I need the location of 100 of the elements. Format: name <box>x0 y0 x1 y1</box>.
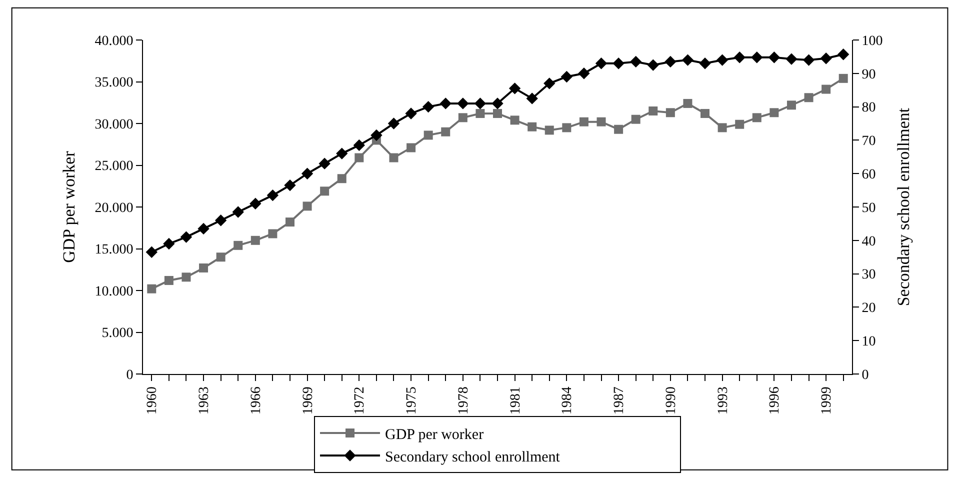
point <box>182 272 191 282</box>
point <box>596 117 606 126</box>
point <box>804 93 814 102</box>
point <box>528 122 537 132</box>
point <box>302 202 312 211</box>
point <box>492 98 504 110</box>
point <box>578 68 590 80</box>
point <box>147 284 156 294</box>
point <box>320 186 330 196</box>
x-tick-label: 1984 <box>560 386 576 415</box>
point <box>493 108 502 118</box>
point <box>595 58 608 70</box>
point <box>786 100 796 110</box>
point <box>163 238 175 250</box>
x-tick-label: 1993 <box>716 386 731 415</box>
point <box>562 123 572 132</box>
y2-tick-label: 0 <box>862 368 869 383</box>
point <box>802 54 815 66</box>
point <box>458 113 468 122</box>
x-tick-label: 1996 <box>768 386 783 415</box>
point <box>820 52 832 64</box>
point <box>354 153 364 162</box>
point <box>216 252 226 262</box>
x-tick-label: 1999 <box>820 386 835 415</box>
point <box>614 124 624 134</box>
point <box>752 113 762 122</box>
point <box>234 240 243 250</box>
point <box>647 59 659 71</box>
y2-tick-label: 50 <box>862 200 876 216</box>
point <box>441 127 450 136</box>
point <box>301 168 314 180</box>
point <box>630 56 642 68</box>
x-tick-label: 1966 <box>248 386 264 415</box>
point <box>232 206 244 218</box>
point <box>198 222 210 235</box>
point <box>786 53 798 65</box>
point <box>508 82 521 94</box>
legend-label: Secondary school enrollment <box>385 449 561 466</box>
point <box>560 70 573 83</box>
point <box>389 153 398 162</box>
point <box>353 139 366 152</box>
point <box>770 108 779 118</box>
y2-tick-label: 100 <box>862 34 883 49</box>
point <box>666 108 675 118</box>
point <box>664 56 676 68</box>
point <box>440 98 452 110</box>
x-tick-label: 1975 <box>404 386 420 415</box>
point <box>424 130 433 140</box>
y-tick-label: 0 <box>126 368 134 383</box>
point <box>457 98 469 110</box>
point <box>716 54 728 66</box>
point <box>405 108 417 120</box>
legend-label: GDP per worker <box>385 426 484 443</box>
x-tick-label: 1990 <box>664 386 679 415</box>
y-tick-label: 5.000 <box>102 326 134 342</box>
point <box>180 231 192 243</box>
y2-tick-label: 90 <box>862 67 876 82</box>
point <box>146 246 158 258</box>
y2-axis-title: Secondary school enrollment <box>894 108 914 306</box>
point <box>683 98 692 108</box>
point <box>250 236 260 245</box>
x-tick-label: 1981 <box>508 386 524 415</box>
point <box>422 100 434 113</box>
point <box>718 123 727 132</box>
y-axis-title: GDP per worker <box>59 150 78 263</box>
y2-tick-label: 40 <box>862 234 876 250</box>
point <box>526 92 538 104</box>
point <box>648 106 658 116</box>
x-tick-label: 1963 <box>197 386 212 415</box>
point <box>734 52 746 64</box>
point <box>370 129 382 142</box>
x-tick-label: 1972 <box>352 386 368 415</box>
y2-tick-label: 70 <box>862 134 876 150</box>
point <box>199 263 208 272</box>
y-tick-label: 35.000 <box>94 76 134 91</box>
x-tick-label: 1960 <box>145 386 160 415</box>
point <box>250 198 262 210</box>
point <box>164 276 174 285</box>
point <box>700 108 710 118</box>
point <box>406 143 416 152</box>
point <box>388 118 400 130</box>
point <box>544 126 554 135</box>
point <box>510 116 520 125</box>
y-tick-label: 20.000 <box>94 200 134 216</box>
point <box>751 52 763 64</box>
point <box>579 117 588 126</box>
point <box>631 114 640 124</box>
y-tick-label: 15.000 <box>94 242 134 258</box>
y2-tick-label: 80 <box>862 100 876 116</box>
point <box>266 189 279 202</box>
point <box>735 120 744 129</box>
x-tick-label: 1969 <box>300 386 316 415</box>
x-tick-label: 1978 <box>456 386 472 415</box>
point <box>768 52 780 64</box>
y-tick-label: 40.000 <box>94 34 134 49</box>
point <box>284 179 296 192</box>
y-tick-label: 25.000 <box>94 159 134 174</box>
y-tick-label: 10.000 <box>94 284 134 300</box>
point <box>336 148 348 160</box>
y2-tick-label: 30 <box>862 268 876 283</box>
